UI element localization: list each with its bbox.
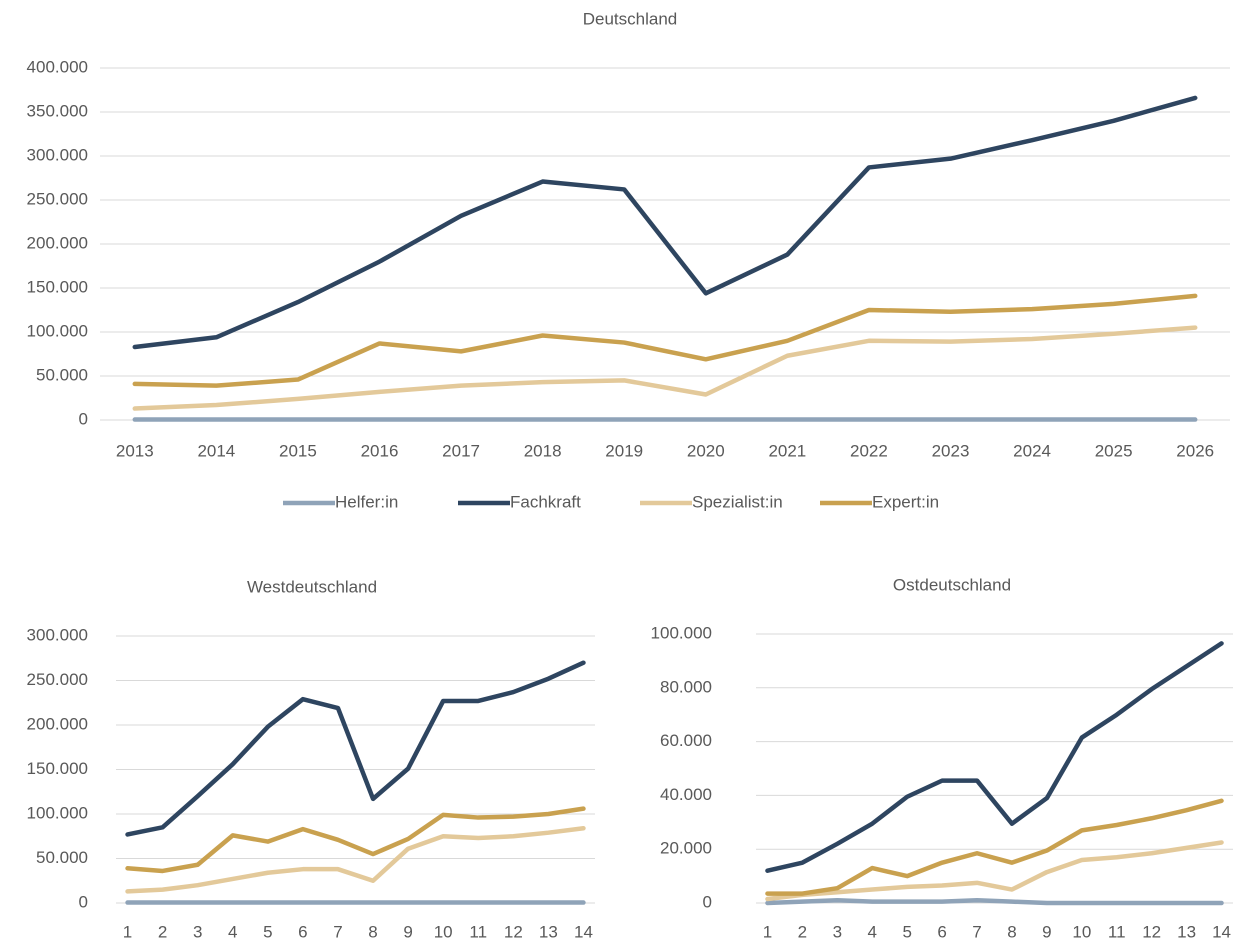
x-tick-label: 1 [763,922,772,941]
x-tick-label: 6 [937,922,946,941]
x-tick-label: 4 [228,922,237,941]
series-line [125,806,586,874]
y-tick-label: 200.000 [27,714,88,733]
y-tick-label: 300.000 [27,145,88,164]
chart-title: Westdeutschland [247,577,377,596]
y-tick-label: 350.000 [27,101,88,120]
y-tick-label: 100.000 [27,803,88,822]
x-tick-label: 2025 [1095,441,1133,460]
y-tick-label: 300.000 [27,625,88,644]
legend-label: Helfer:in [335,492,398,511]
x-tick-label: 12 [504,922,523,941]
x-tick-label: 2014 [197,441,235,460]
series-line [765,798,1224,896]
x-tick-label: 13 [539,922,558,941]
x-tick-label: 14 [574,922,593,941]
series-line [765,641,1224,873]
y-tick-label: 150.000 [27,277,88,296]
y-tick-label: 40.000 [660,785,712,804]
y-tick-label: 50.000 [36,848,88,867]
series-line [132,95,1198,350]
chart-title: Deutschland [583,9,678,28]
y-tick-label: 100.000 [651,623,712,642]
series-line [765,840,1224,902]
y-tick-label: 60.000 [660,731,712,750]
x-tick-label: 14 [1212,922,1231,941]
x-tick-label: 1 [123,922,132,941]
x-tick-label: 7 [972,922,981,941]
y-tick-label: 80.000 [660,677,712,696]
x-tick-label: 2019 [605,441,643,460]
x-tick-label: 7 [333,922,342,941]
x-tick-label: 10 [1072,922,1091,941]
series-line [132,325,1198,411]
x-tick-label: 2020 [687,441,725,460]
x-tick-label: 2013 [116,441,154,460]
x-tick-label: 2016 [361,441,399,460]
legend-label: Expert:in [872,492,939,511]
y-tick-label: 20.000 [660,839,712,858]
x-tick-label: 13 [1177,922,1196,941]
y-tick-label: 150.000 [27,759,88,778]
x-tick-label: 2023 [932,441,970,460]
series-line [132,293,1198,388]
y-tick-label: 250.000 [27,189,88,208]
y-tick-label: 200.000 [27,233,88,252]
legend-label: Fachkraft [510,492,581,511]
x-tick-label: 2015 [279,441,317,460]
x-tick-label: 2026 [1176,441,1214,460]
x-tick-label: 5 [902,922,911,941]
x-tick-label: 11 [469,922,487,941]
y-tick-label: 0 [79,409,88,428]
series-line [125,825,586,894]
x-tick-label: 4 [868,922,877,941]
x-tick-label: 3 [833,922,842,941]
x-tick-label: 2 [798,922,807,941]
x-tick-label: 2024 [1013,441,1051,460]
legend-label: Spezialist:in [692,492,783,511]
x-tick-label: 5 [263,922,272,941]
x-tick-label: 6 [298,922,307,941]
y-tick-label: 250.000 [27,670,88,689]
x-tick-label: 8 [368,922,377,941]
x-tick-label: 2 [158,922,167,941]
y-tick-label: 0 [703,892,712,911]
x-tick-label: 2021 [768,441,806,460]
x-tick-label: 12 [1142,922,1161,941]
y-tick-label: 100.000 [27,321,88,340]
y-tick-label: 50.000 [36,365,88,384]
x-tick-label: 2018 [524,441,562,460]
chart-title: Ostdeutschland [893,575,1011,594]
x-tick-label: 2017 [442,441,480,460]
x-tick-label: 3 [193,922,202,941]
x-tick-label: 10 [434,922,453,941]
x-tick-label: 11 [1108,922,1126,941]
x-tick-label: 9 [403,922,412,941]
y-tick-label: 0 [79,892,88,911]
x-tick-label: 2022 [850,441,888,460]
series-line [125,660,586,837]
y-tick-label: 400.000 [27,57,88,76]
x-tick-label: 8 [1007,922,1016,941]
x-tick-label: 9 [1042,922,1051,941]
series-line [765,898,1224,906]
